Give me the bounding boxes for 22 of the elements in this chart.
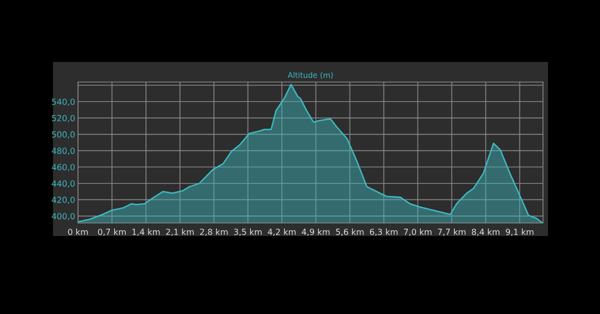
x-tick-label: 7,0 km	[404, 228, 432, 236]
x-tick-label: 9,1 km	[506, 228, 534, 236]
y-tick-label: 520,0	[52, 114, 75, 122]
x-tick-label: 4,2 km	[268, 228, 296, 236]
x-tick-label: 8,4 km	[472, 228, 500, 236]
x-tick-label: 0,7 km	[98, 228, 126, 236]
x-tick-label: 6,3 km	[370, 228, 398, 236]
y-tick-label: 440,0	[52, 180, 75, 188]
y-tick-label: 460,0	[52, 164, 75, 172]
y-tick-label: 420,0	[52, 196, 75, 204]
x-tick-label: 2,8 km	[200, 228, 228, 236]
x-tick-label: 3,5 km	[234, 228, 262, 236]
y-tick-label: 400,0	[52, 213, 75, 220]
x-tick-label: 5,6 km	[336, 228, 364, 236]
y-tick-label: 480,0	[52, 148, 75, 155]
x-tick-label: 2,1 km	[166, 228, 194, 236]
x-tick-label: 1,4 km	[132, 228, 160, 236]
x-tick-label: 0 km	[68, 228, 88, 236]
x-tick-label: 7,7 km	[438, 228, 466, 236]
y-tick-label: 540,0	[52, 98, 75, 106]
y-tick-label: 500,0	[52, 131, 75, 138]
x-tick-label: 4,9 km	[302, 228, 330, 236]
